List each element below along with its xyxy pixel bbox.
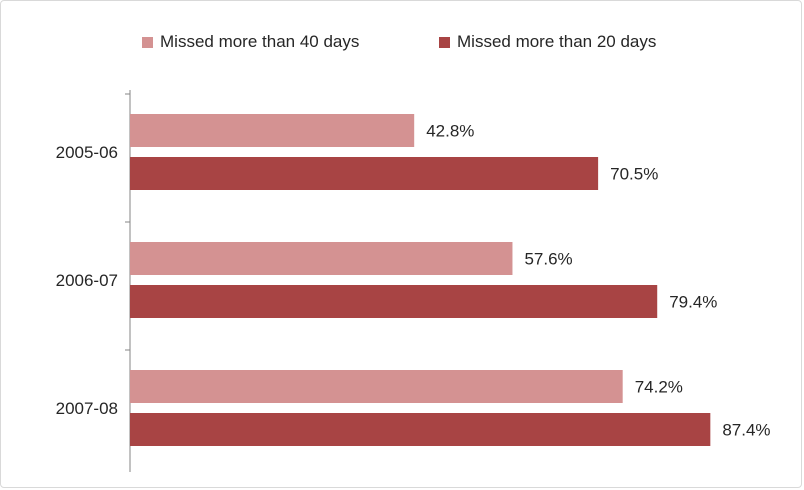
bar-series-1 bbox=[130, 242, 513, 275]
legend-swatch-series-1 bbox=[142, 36, 153, 48]
category-label: 2007-08 bbox=[56, 399, 118, 418]
bar-series-1 bbox=[130, 114, 415, 147]
bar-series-1 bbox=[130, 370, 623, 403]
legend: Missed more than 40 days Missed more tha… bbox=[0, 32, 804, 56]
legend-label-series-1: Missed more than 40 days bbox=[160, 32, 360, 51]
category-label: 2005-06 bbox=[56, 143, 118, 162]
legend-label-series-2: Missed more than 20 days bbox=[457, 32, 657, 51]
category-label: 2006-07 bbox=[56, 271, 118, 290]
data-label: 79.4% bbox=[669, 293, 717, 312]
legend-item-series-2: Missed more than 20 days bbox=[439, 32, 656, 52]
data-label: 42.8% bbox=[426, 122, 474, 141]
bar-series-2 bbox=[130, 157, 599, 190]
data-label: 70.5% bbox=[610, 165, 658, 184]
data-label: 87.4% bbox=[722, 421, 770, 440]
data-label: 74.2% bbox=[635, 378, 683, 397]
data-label: 57.6% bbox=[524, 250, 572, 269]
legend-swatch-series-2 bbox=[439, 36, 450, 48]
bar-series-2 bbox=[130, 413, 711, 446]
bar-series-2 bbox=[130, 285, 658, 318]
legend-item-series-1: Missed more than 40 days bbox=[142, 32, 359, 52]
